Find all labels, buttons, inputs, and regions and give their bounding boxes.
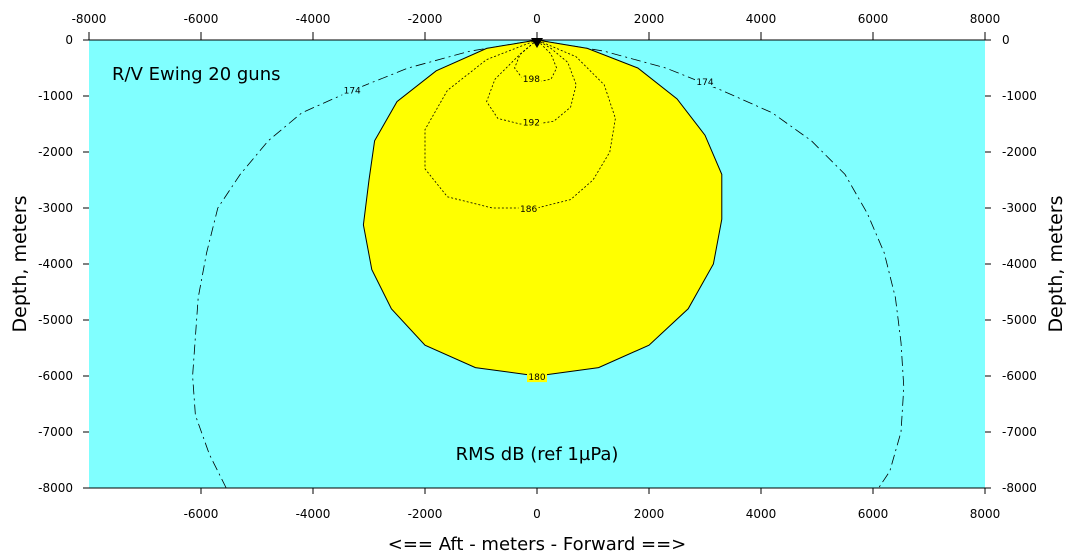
x-tick-top-label: -6000	[184, 12, 219, 26]
x-tick-bottom-label: -4000	[296, 507, 331, 521]
y-tick-right-label: -4000	[1002, 257, 1037, 271]
contour-label-bg	[521, 116, 542, 128]
x-tick-bottom-label: 0	[533, 507, 541, 521]
y-tick-right-label: -7000	[1002, 425, 1037, 439]
contour-label-bg	[527, 371, 547, 383]
contour-label-198: 198	[523, 75, 540, 85]
contour-label-bg	[695, 76, 715, 87]
y-tick-left-label: -6000	[38, 369, 73, 383]
y-tick-left-label: -8000	[38, 481, 73, 495]
x-tick-top-label: -2000	[408, 12, 443, 26]
x-tick-top-label: 0	[533, 12, 541, 26]
y-ticks-right: 0 -1000 -2000 -3000 -4000 -5000 -6000 -7000 -800…	[985, 33, 1037, 495]
x-axis-label: <== Aft - meters - Forward ==>	[388, 534, 686, 555]
chart-title: R/V Ewing 20 guns	[112, 64, 281, 85]
contour-label-192: 192	[523, 118, 540, 128]
x-tick-top-label: 6000	[858, 12, 889, 26]
y-tick-left-label: -3000	[38, 201, 73, 215]
y-tick-left-label: -1000	[38, 89, 73, 103]
x-tick-bottom-label: 6000	[858, 507, 889, 521]
x-tick-bottom-label: 8000	[970, 507, 1001, 521]
y-tick-right-label: -3000	[1002, 201, 1037, 215]
x-ticks-top: -8000 -6000 -4000 -2000 0 2000 4000 6000 8000	[72, 12, 1001, 40]
x-tick-top-label: -8000	[72, 12, 107, 26]
y-tick-left-label: -7000	[38, 425, 73, 439]
contour-label-bg	[342, 84, 363, 96]
y-tick-right-label: -5000	[1002, 313, 1037, 327]
x-tick-top-label: -4000	[296, 12, 331, 26]
contour-186	[424, 39, 616, 209]
y-tick-left-label: -2000	[38, 145, 73, 159]
contour-label-186: 186	[520, 205, 537, 215]
y-tick-right-label: -8000	[1002, 481, 1037, 495]
x-tick-top-label: 2000	[634, 12, 665, 26]
y-tick-left-label: -5000	[38, 313, 73, 327]
x-tick-top-label: 8000	[970, 12, 1001, 26]
y-axis-label-left: Depth, meters	[9, 196, 31, 333]
x-tick-bottom-label: -6000	[184, 507, 219, 521]
contour-label-bg	[521, 73, 542, 85]
contour-label-180: 180	[528, 373, 545, 383]
y-tick-right-label: -2000	[1002, 145, 1037, 159]
x-tick-top-label: 4000	[746, 12, 777, 26]
y-tick-left-label: -4000	[38, 257, 73, 271]
contour-labels: 174 174 180 186 192 198	[342, 73, 715, 383]
y-tick-right-label: -6000	[1002, 369, 1037, 383]
y-tick-left-label: 0	[65, 33, 73, 47]
x-ticks-bottom: -6000 -4000 -2000 0 2000 4000 6000 8000	[184, 488, 1001, 521]
y-tick-right-label: 0	[1002, 33, 1010, 47]
contour-lines	[192, 39, 905, 489]
y-tick-right-label: -1000	[1002, 89, 1037, 103]
contour-label-174: 174	[696, 78, 713, 88]
y-ticks-left: 0 -1000 -2000 -3000 -4000 -5000 -6000 -7000 -800…	[38, 33, 89, 495]
chart-annotation: RMS dB (ref 1µPa)	[456, 444, 619, 465]
x-tick-bottom-label: 2000	[634, 507, 665, 521]
contour-label-bg	[518, 203, 539, 215]
contour-label-174: 174	[344, 86, 361, 96]
x-tick-bottom-label: 4000	[746, 507, 777, 521]
x-tick-bottom-label: -2000	[408, 507, 443, 521]
y-axis-label-right: Depth, meters	[1045, 196, 1067, 333]
